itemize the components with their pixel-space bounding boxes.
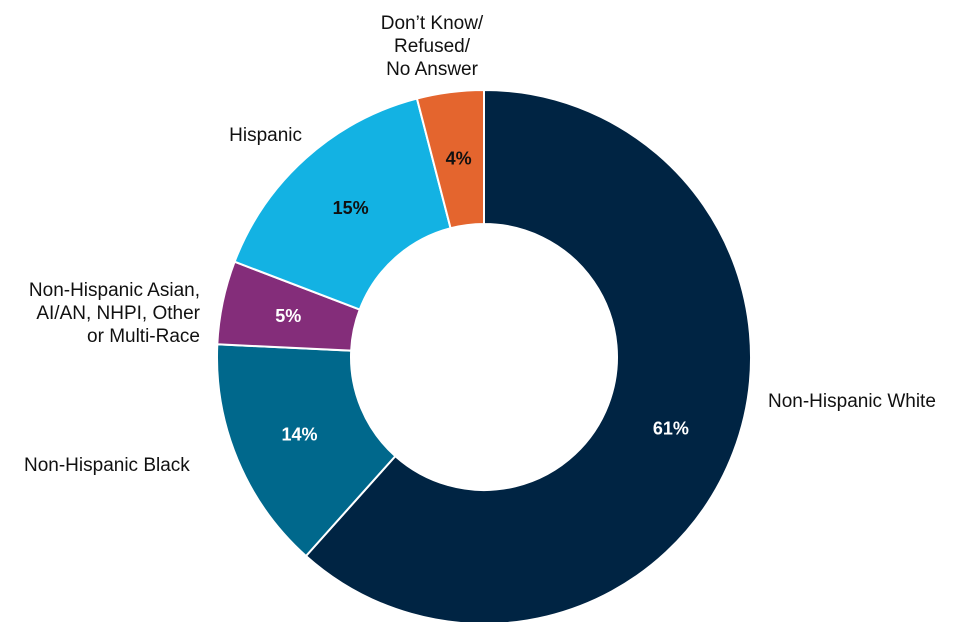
slice-value-label: 61% (653, 418, 689, 438)
slice-value-label: 4% (446, 149, 472, 169)
category-label: Don’t Know/Refused/No Answer (381, 13, 484, 80)
slice-value-label: 5% (275, 306, 301, 326)
donut-slice (233, 97, 452, 311)
slice-value-label: 15% (333, 198, 369, 218)
slice-value-label: 14% (282, 424, 318, 444)
category-label: Non-Hispanic Asian, AI/AN, NHPI, Other or … (29, 280, 201, 347)
category-label: Non-Hispanic Black (24, 455, 190, 476)
donut-slice (415, 88, 485, 230)
category-label: Non-Hispanic White (768, 391, 936, 412)
donut-slice (216, 343, 397, 558)
donut-slice (304, 88, 752, 622)
category-label: Hispanic (229, 125, 302, 146)
